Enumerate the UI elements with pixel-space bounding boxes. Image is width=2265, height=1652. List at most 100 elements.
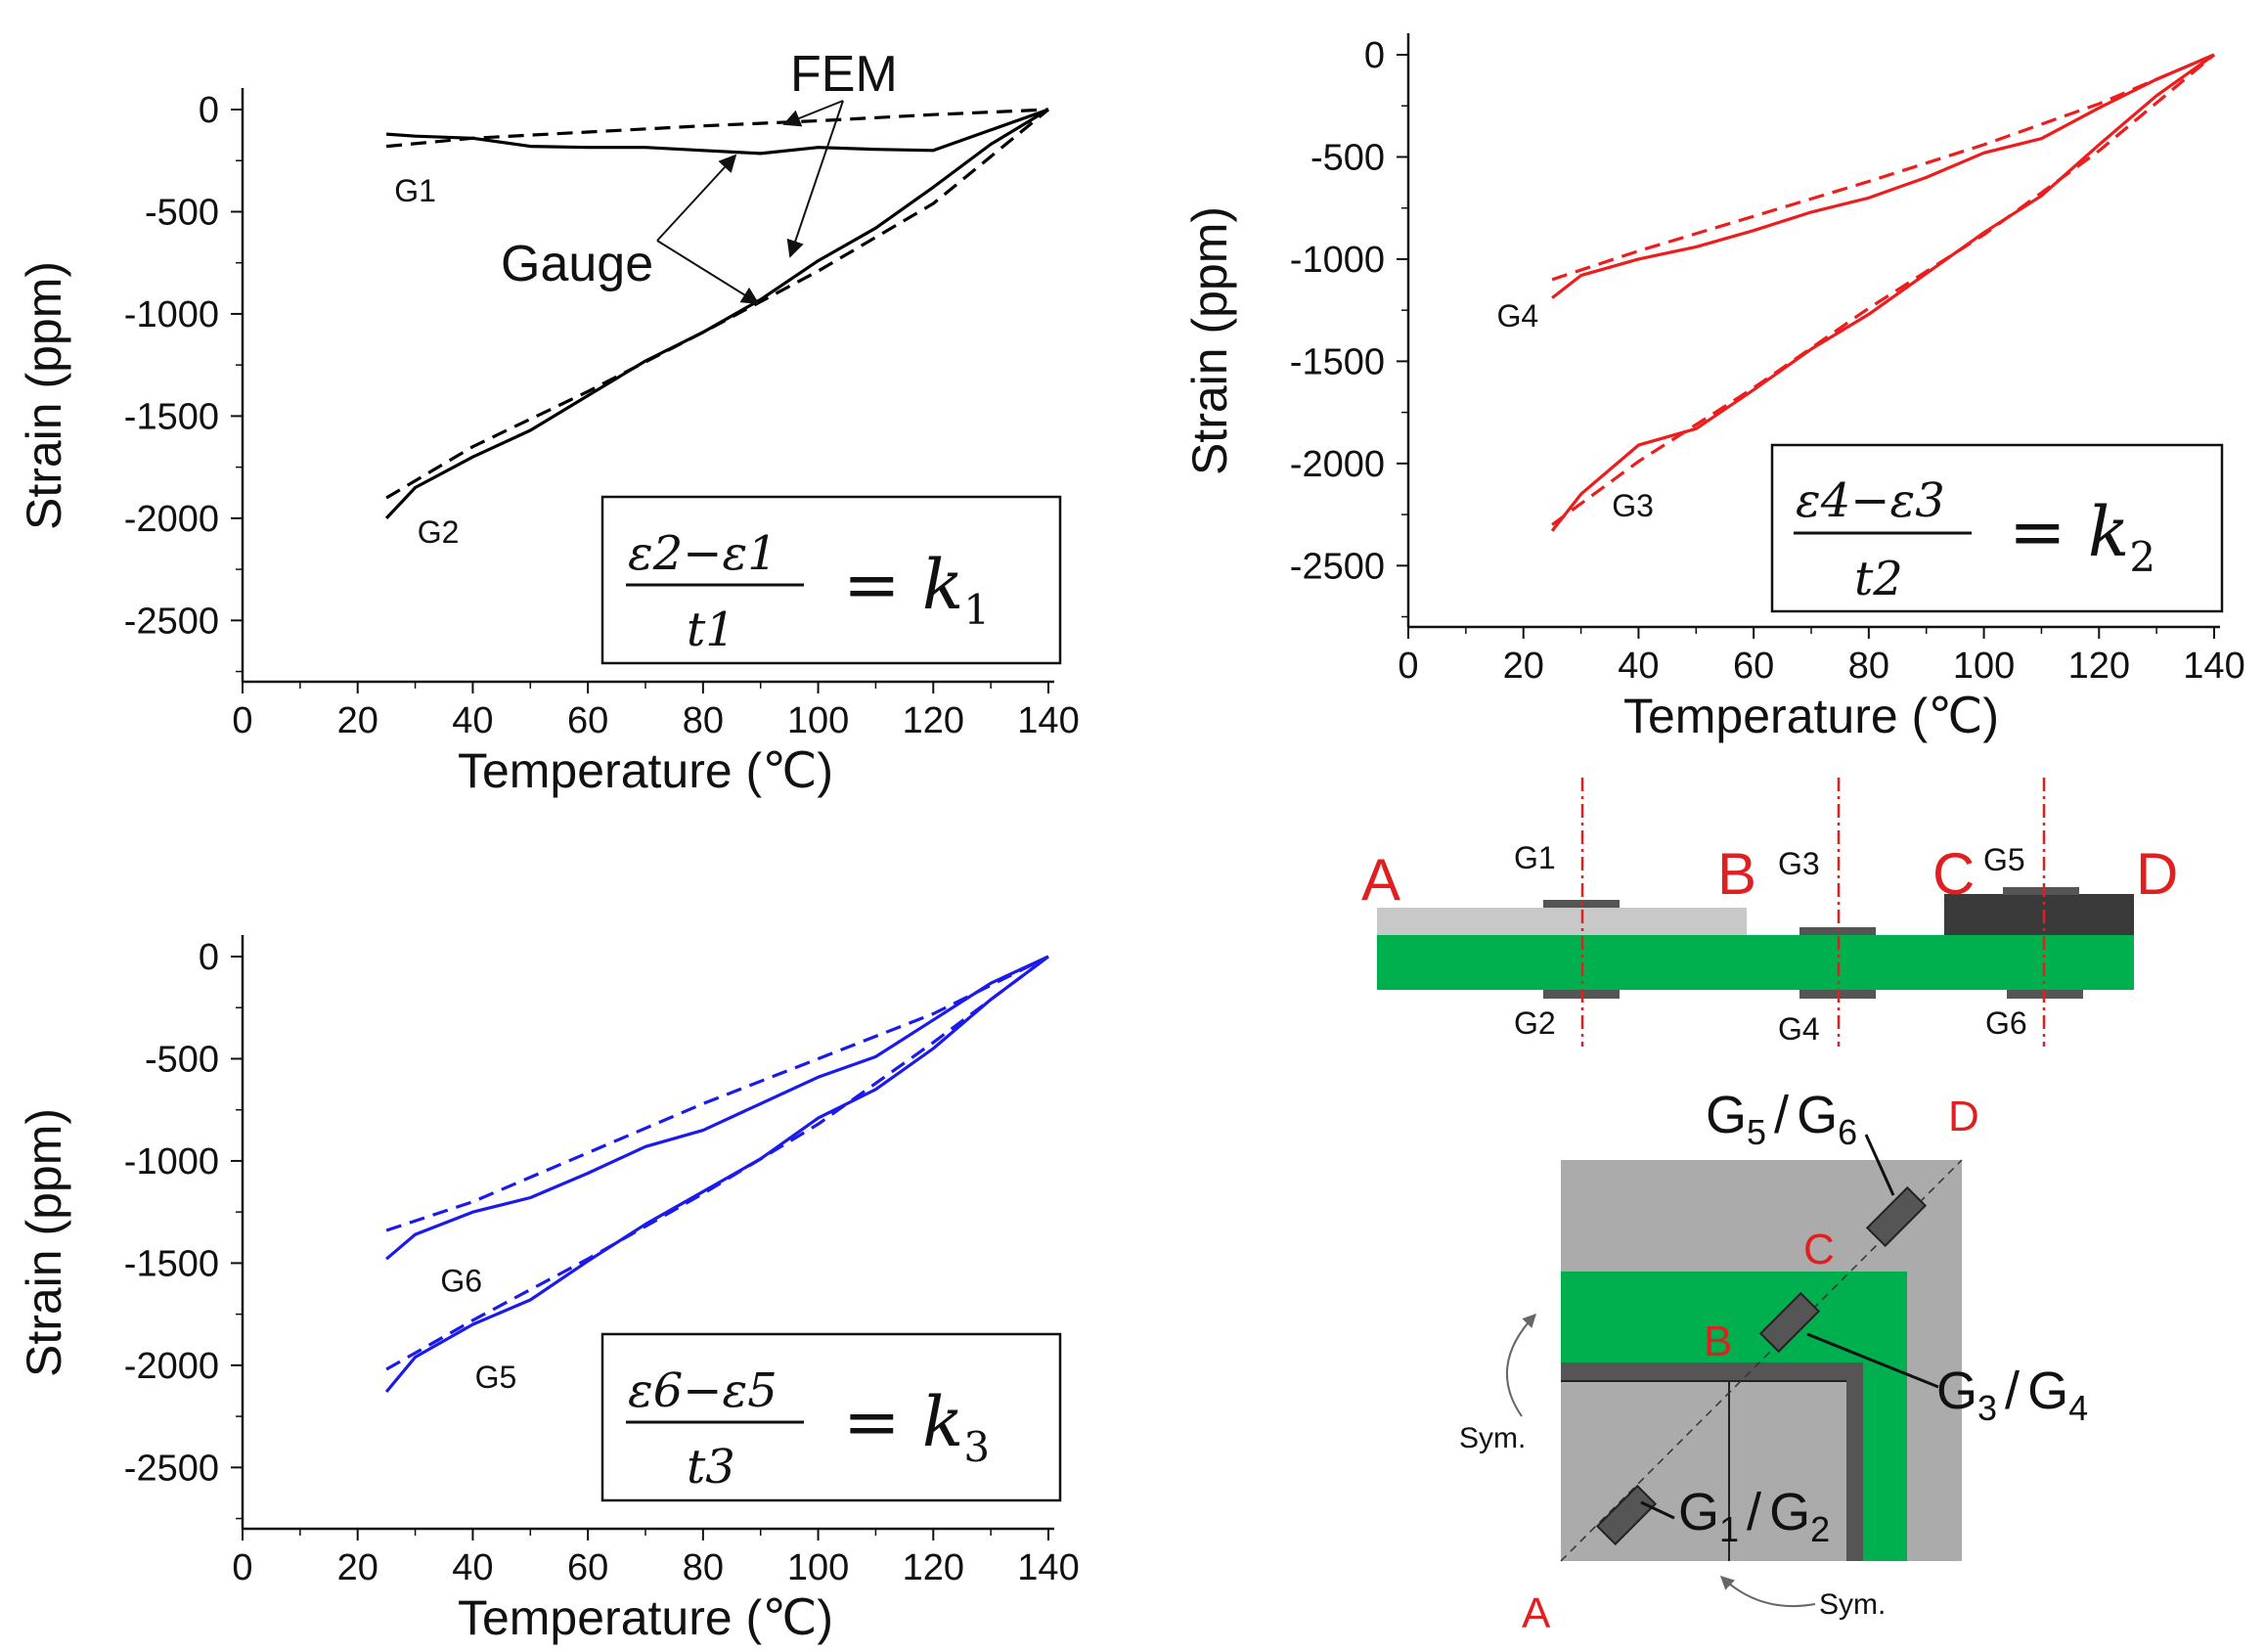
x-tick-label: 0 (232, 700, 252, 741)
y-tick-label: 0 (1364, 35, 1385, 76)
eq-rhs: = k2 (2009, 492, 2155, 581)
x-tick-label: 40 (1618, 646, 1659, 687)
x-tick-label: 40 (452, 1547, 493, 1588)
label-g3-g4: G3/G4 (1936, 1362, 2088, 1428)
dark-layer (1944, 894, 2134, 937)
series-line-g5-fem (385, 955, 1049, 1371)
label-g5: G5 (1983, 842, 2025, 877)
eq-minus: − (683, 526, 722, 581)
gauge-g5 (2003, 887, 2079, 895)
light-layer (1377, 908, 1747, 937)
label-g1-g2: G1/G2 (1678, 1483, 1830, 1549)
x-tick-label: 60 (567, 700, 608, 741)
x-tick-label: 60 (567, 1547, 608, 1588)
x-axis-label: Temperature (℃) (458, 743, 833, 798)
fem-arrow-bottom (786, 100, 844, 258)
eq-eps-b: ε5 (723, 1363, 777, 1418)
leader-lines (1640, 1134, 1939, 1520)
y-tick-label: -2500 (124, 601, 219, 642)
eq-rhs: = k1 (843, 545, 990, 634)
g-slash: / (1747, 1483, 1761, 1541)
label-g4: G4 (1778, 1011, 1820, 1047)
x-axis-label: Temperature (℃) (458, 1590, 833, 1645)
g-base: G (2027, 1362, 2068, 1420)
series-line-g4-fem (1551, 53, 2215, 282)
section-label-a: A (1361, 847, 1400, 913)
y-axis-label: Strain (ppm) (17, 1108, 71, 1377)
y-tick-label: -1000 (124, 294, 219, 335)
substrate (1377, 935, 2134, 990)
x-tick-label: 120 (903, 1547, 964, 1588)
top-view-diagram: D C B A G5/G6 G3/G4 G1/G2 Sym. Sym. (1459, 1086, 2088, 1637)
y-tick-label: -1500 (1290, 341, 1385, 382)
y-tick-label: -1500 (124, 396, 219, 437)
gauge-annotation: Gauge (501, 236, 653, 292)
y-tick-label: -2500 (124, 1448, 219, 1489)
label-g2: G2 (1514, 1005, 1556, 1041)
x-tick-label: 0 (1398, 646, 1418, 687)
x-tick-label: 20 (337, 1547, 378, 1588)
equation-frame (1770, 443, 2224, 613)
fem-annotation: FEM (790, 46, 898, 103)
green-l-region (1561, 1272, 1907, 1561)
series-line-g3-fem (1551, 53, 2216, 526)
fem-arrow-top (782, 100, 844, 127)
section-label-d: D (2136, 841, 2178, 907)
eq-numerator: ε4−ε3 (1796, 473, 1945, 528)
label-g3: G3 (1778, 846, 1820, 881)
gauge-label-g6: G6 (440, 1264, 482, 1299)
g-base: G (1678, 1483, 1719, 1541)
g-sub: 1 (1719, 1509, 1739, 1549)
plot-area-3: 0 20 40 60 80 100 120 140 0 -500 -1000 -1500 -2000 -2… (17, 935, 1080, 1645)
eq-eps-b: ε1 (723, 526, 777, 581)
g-slash: / (2005, 1362, 2020, 1420)
g-base: G (1797, 1086, 1838, 1144)
series-line-g2-gauge (384, 108, 1049, 519)
sym-arrow-left (1505, 1313, 1536, 1417)
x-tick-label: 100 (787, 1547, 849, 1588)
y-axis-label: Strain (ppm) (1182, 206, 1237, 475)
sym-label-bottom: Sym. (1819, 1588, 1886, 1621)
gauge-g3-g4 (1758, 1291, 1821, 1354)
label-g6: G6 (1985, 1005, 2027, 1041)
corner-label-d: D (1948, 1093, 1979, 1140)
x-tick-label: 140 (1017, 1547, 1079, 1588)
label-g1: G1 (1514, 840, 1556, 875)
y-tick-label: -2000 (1290, 444, 1385, 485)
x-tick-label: 40 (452, 700, 493, 741)
cut-lines (1580, 778, 2046, 1047)
corner-label-a: A (1522, 1589, 1551, 1637)
x-tick-label: 60 (1733, 646, 1774, 687)
gauge-label-g1: G1 (394, 173, 436, 208)
g-sub: 3 (1977, 1388, 1997, 1428)
x-tick-label: 100 (1953, 646, 2015, 687)
y-tick-label: -2000 (124, 1346, 219, 1387)
sym-arrow-bottom (1719, 1576, 1816, 1608)
eq-k: = k (843, 1382, 963, 1462)
series-line-g2-fem (385, 108, 1050, 500)
plot-area-1: 0 20 40 60 80 100 120 140 0 -500 -1000 -1500 -2000 -2… (17, 88, 1080, 798)
y-tick-label: -1000 (124, 1141, 219, 1183)
g-slash: / (1774, 1086, 1789, 1144)
y-tick-label: 0 (199, 90, 219, 131)
x-tick-label: 80 (683, 700, 724, 741)
cross-section-diagram: A B C D G1 G3 G5 G2 G4 G6 (1361, 778, 2178, 1047)
eq-k-sub: 1 (963, 586, 990, 634)
sym-label-left: Sym. (1459, 1422, 1526, 1454)
eq-denominator: t2 (1854, 552, 1903, 606)
chart-panel-1: 0 20 40 60 80 100 120 140 0 -500 -1000 -1500 -2000 -2… (17, 46, 1080, 798)
equation-box-3: ε6−ε5 t3 = k3 (600, 1332, 1062, 1502)
x-tick-label: 80 (1848, 646, 1889, 687)
annotation-arrows (656, 100, 844, 304)
series-line-g6-fem (385, 955, 1049, 1232)
eq-numerator: ε6−ε5 (628, 1363, 777, 1418)
gauge-label-g3: G3 (1612, 488, 1654, 523)
y-tick-label: -500 (145, 1039, 219, 1080)
eq-k: = k (2009, 492, 2129, 572)
eq-eps-a: ε2 (628, 526, 683, 581)
series-line-g1-fem (385, 108, 1049, 149)
section-label-c: C (1932, 841, 1975, 907)
gauge-g5-g6 (1865, 1185, 1928, 1248)
gauge-g1-g2 (1595, 1484, 1658, 1546)
label-g5-g6: G5/G6 (1706, 1086, 1857, 1152)
